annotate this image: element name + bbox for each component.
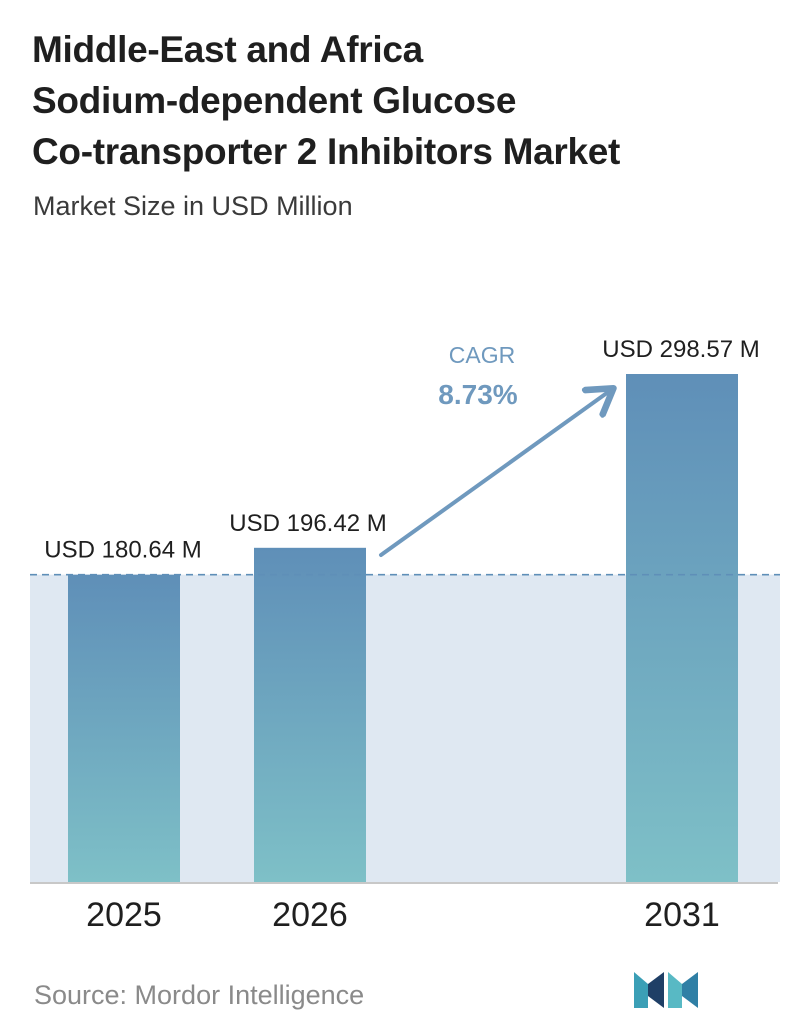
chart-title-line-1: Middle-East and Africa (32, 29, 423, 70)
logo-left-stroke (634, 972, 648, 1008)
bar-2025 (68, 574, 180, 882)
logo-right-left-stroke (668, 972, 682, 1008)
x-tick-label-2031: 2031 (644, 896, 720, 934)
chart-title: Middle-East and Africa Sodium-dependent … (32, 24, 772, 177)
cagr-value: 8.73% (438, 379, 517, 410)
bar-2026 (254, 547, 366, 882)
chart-subtitle: Market Size in USD Million (33, 191, 353, 221)
chart-title-line-3: Co-transporter 2 Inhibitors Market (32, 131, 621, 172)
bar-2031 (626, 374, 738, 882)
cagr-label: CAGR (449, 342, 515, 368)
chart-title-line-2: Sodium-dependent Glucose (32, 80, 517, 121)
cagr-arrow (379, 390, 611, 557)
value-label-2025: USD 180.64 M (44, 537, 201, 564)
x-tick-label-2025: 2025 (86, 896, 162, 934)
value-label-2031: USD 298.57 M (602, 336, 759, 363)
logo-middle-stroke (648, 972, 664, 1008)
source-text: Source: Mordor Intelligence (34, 980, 365, 1010)
x-tick-label-2026: 2026 (272, 896, 348, 934)
mordor-intelligence-logo (634, 972, 698, 1008)
logo-right-stroke (682, 972, 698, 1008)
value-label-2026: USD 196.42 M (229, 510, 386, 537)
